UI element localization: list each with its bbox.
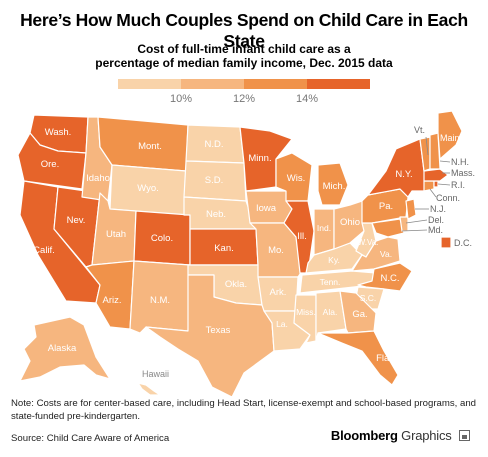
label-conn: Conn. (436, 193, 460, 203)
label-minn: Minn. (248, 153, 271, 164)
label-ri: R.I. (451, 180, 465, 190)
label-vt: Vt. (414, 125, 425, 135)
label-fla: Fla. (376, 353, 392, 364)
label-ore: Ore. (41, 159, 59, 170)
footnote: Note: Costs are for center-based care, i… (11, 398, 477, 422)
label-md: Md. (428, 225, 443, 235)
label-wyo: Wyo. (137, 183, 159, 194)
label-nh: N.H. (451, 157, 469, 167)
chart-icon (459, 430, 470, 441)
state-texas (145, 274, 275, 397)
subtitle-line-1: Cost of full-time infant child care as a (137, 42, 351, 56)
map-title: Here’s How Much Couples Spend on Child C… (20, 10, 468, 51)
label-ala: Ala. (323, 307, 338, 317)
state-mass (423, 168, 449, 182)
label-ill: Ill. (297, 231, 307, 242)
label-kan: Kan. (214, 243, 234, 254)
label-la: La. (276, 319, 288, 329)
label-wis: Wis. (287, 173, 305, 184)
state-ill (283, 200, 315, 274)
label-alaska: Alaska (48, 343, 77, 354)
label-mass: Mass. (451, 168, 475, 178)
label-ga: Ga. (352, 309, 367, 320)
subtitle-line-2: percentage of median family income, Dec.… (95, 56, 393, 70)
label-mich: Mich. (323, 181, 346, 192)
brand-logo: Bloomberg Graphics (331, 428, 470, 443)
legend-swatch-3 (307, 79, 370, 89)
label-pa: Pa. (379, 201, 393, 212)
us-map: Wash. Ore. Calif. Nev. Idaho Mont. Wyo. … (17, 110, 475, 397)
legend-swatch-1 (181, 79, 244, 89)
legend-swatch-2 (244, 79, 307, 89)
state-alaska (19, 316, 111, 382)
label-va: Va. (380, 249, 392, 259)
state-nj (405, 198, 417, 220)
state-fla (317, 330, 399, 386)
state-ala (315, 290, 347, 342)
callout-leaders (401, 136, 451, 232)
label-colo: Colo. (151, 233, 173, 244)
label-tenn: Tenn. (320, 277, 341, 287)
brand-name: Bloomberg (330, 428, 398, 443)
dc-swatch (440, 236, 452, 249)
state-ri (433, 180, 439, 188)
state-hawaii (137, 382, 161, 396)
source-line: Source: Child Care Aware of America (11, 433, 170, 444)
map-subtitle: Cost of full-time infant child care as a… (44, 42, 444, 70)
label-utah: Utah (106, 229, 126, 240)
label-ark: Ark. (270, 287, 287, 298)
label-miss: Miss. (296, 307, 316, 317)
state-mich (317, 162, 349, 206)
label-calif: Calif. (33, 245, 55, 256)
label-wva: W.Va. (358, 238, 379, 247)
label-mo: Mo. (268, 245, 284, 256)
label-neb: Neb. (206, 209, 226, 220)
color-legend (118, 79, 370, 89)
legend-label-12: 12% (232, 93, 256, 105)
label-nj: N.J. (430, 204, 446, 214)
label-sc: S.C. (360, 293, 377, 303)
state-conn (423, 180, 435, 192)
label-wash: Wash. (45, 127, 72, 138)
label-nc: N.C. (381, 273, 400, 284)
label-mont: Mont. (138, 141, 162, 152)
state-nh (429, 132, 441, 170)
label-nd: N.D. (205, 139, 224, 150)
label-ohio: Ohio (340, 217, 360, 228)
label-nev: Nev. (67, 215, 86, 226)
state-maine (437, 110, 463, 160)
label-okla: Okla. (225, 279, 247, 290)
label-texas: Texas (206, 325, 231, 336)
label-nm: N.M. (150, 295, 170, 306)
label-hawaii: Hawaii (142, 369, 169, 379)
legend-labels: 10% 12% 14% (118, 93, 370, 107)
label-iowa: Iowa (256, 203, 277, 214)
label-ind: Ind. (317, 223, 331, 233)
state-del (399, 216, 409, 232)
legend-swatch-0 (118, 79, 181, 89)
state-ny (367, 138, 427, 198)
label-idaho: Idaho (86, 173, 110, 184)
legend-label-14: 14% (295, 93, 319, 105)
label-ky: Ky. (328, 255, 340, 265)
brand-suffix: Graphics (401, 428, 452, 443)
legend-label-10: 10% (169, 93, 193, 105)
label-ariz: Ariz. (103, 295, 122, 306)
label-del: Del. (428, 215, 444, 225)
label-dc: D.C. (454, 238, 472, 248)
state-ky (305, 242, 363, 274)
label-ny: N.Y. (395, 169, 412, 180)
label-sd: S.D. (205, 175, 223, 186)
label-maine: Maine (440, 133, 465, 143)
state-va (351, 236, 401, 272)
